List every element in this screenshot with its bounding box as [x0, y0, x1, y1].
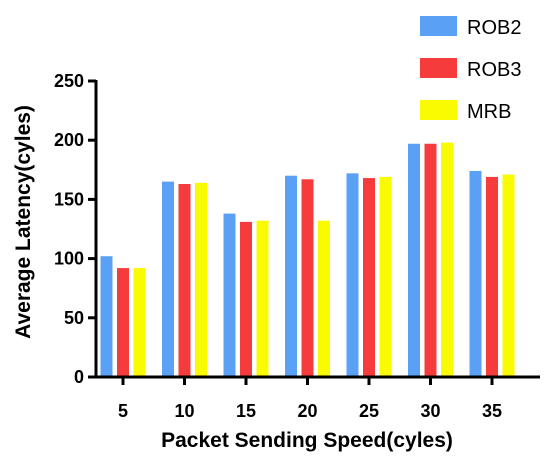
x-tick-label: 5 [118, 401, 128, 421]
y-axis-title: Average Latency(cyles) [12, 105, 35, 339]
bar-rob3-5 [117, 268, 129, 377]
bar-mrb-5 [133, 268, 146, 377]
bar-rob3-35 [486, 176, 498, 377]
x-tick-label: 20 [297, 401, 317, 421]
legend-label-rob2: ROB2 [467, 17, 521, 39]
legend-swatch-rob3 [420, 58, 457, 78]
legend-swatch-mrb [420, 100, 457, 120]
bar-rob2-30 [408, 143, 420, 377]
bar-mrb-25 [379, 176, 392, 377]
bar-mrb-35 [502, 174, 515, 377]
bar-mrb-30 [441, 142, 453, 377]
x-tick-label: 25 [359, 401, 379, 421]
bar-mrb-20 [318, 220, 330, 377]
y-tick-label: 200 [54, 130, 84, 150]
y-ticks-group: 0 50 100 150 200 250 [54, 71, 96, 387]
legend-label-mrb: MRB [467, 101, 511, 123]
bar-rob3-20 [301, 179, 314, 377]
bar-rob2-10 [162, 181, 174, 377]
y-tick-label: 250 [54, 71, 84, 91]
bar-rob2-25 [346, 173, 359, 377]
x-tick-label: 10 [174, 401, 194, 421]
x-axis-title: Packet Sending Speed(cyles) [161, 429, 453, 452]
x-tick-label: 15 [236, 401, 256, 421]
legend: ROB2 ROB3 MRB [420, 16, 521, 123]
y-tick-label: 100 [54, 249, 84, 269]
bar-rob3-10 [178, 184, 191, 377]
bar-rob2-15 [223, 213, 236, 377]
x-ticks-group: 5 10 15 20 25 30 35 [118, 377, 502, 421]
bar-rob2-5 [100, 256, 113, 377]
bar-rob2-35 [469, 170, 482, 377]
bar-rob3-25 [363, 178, 375, 377]
legend-swatch-rob2 [420, 16, 457, 36]
bar-mrb-15 [256, 220, 269, 377]
y-tick-label: 150 [54, 189, 84, 209]
bar-rob3-30 [424, 143, 437, 377]
y-tick-label: 0 [74, 367, 84, 387]
bar-rob2-20 [285, 175, 297, 377]
x-tick-label: 30 [420, 401, 440, 421]
y-tick-label: 50 [64, 308, 84, 328]
axes-group [94, 80, 540, 379]
bars-group [100, 142, 515, 377]
legend-label-rob3: ROB3 [467, 59, 521, 81]
bar-rob3-15 [240, 221, 252, 377]
x-tick-label: 35 [482, 401, 502, 421]
bar-mrb-10 [195, 182, 207, 377]
